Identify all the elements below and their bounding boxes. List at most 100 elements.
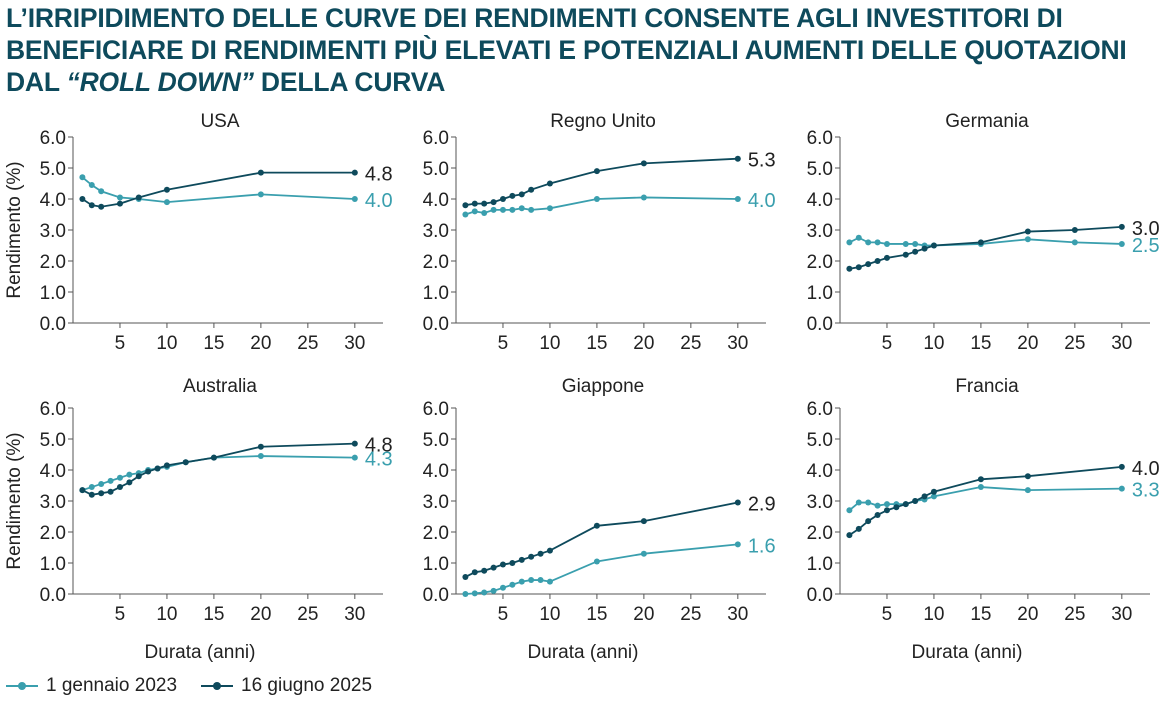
data-point [126, 479, 133, 486]
y-tick-label: 3.0 [807, 492, 833, 513]
end-value-label-2: 4.0 [1132, 458, 1160, 480]
data-point [145, 468, 152, 475]
y-tick-label: 4.0 [40, 190, 66, 211]
series-line-1 [465, 543, 738, 595]
y-tick-label: 1.0 [40, 554, 66, 575]
data-point [874, 258, 881, 264]
y-tick-label: 2.0 [807, 523, 833, 544]
data-point [883, 254, 890, 261]
data-point [116, 194, 123, 201]
page-title: L’IRRIPIDIMENTO DELLE CURVE DEI RENDIMEN… [6, 3, 1127, 97]
chart-title: Francia [955, 376, 1019, 397]
data-point [537, 550, 544, 557]
y-tick-label: 6.0 [807, 399, 833, 420]
y-tick-label: 5.0 [423, 159, 449, 180]
x-tick-label: 25 [680, 604, 701, 625]
chart-title: Germania [945, 111, 1029, 132]
end-value-label-2: 4.8 [365, 164, 393, 186]
end-value-label-1: 1.6 [748, 535, 776, 557]
end-value-label-1: 2.5 [1132, 235, 1160, 257]
x-tick-label: 20 [250, 333, 271, 354]
data-point [135, 194, 142, 201]
data-point [921, 245, 928, 252]
data-point [874, 239, 881, 246]
y-tick-label: 5.0 [40, 430, 66, 451]
x-tick-label: 5 [498, 604, 509, 625]
data-point [977, 239, 984, 246]
x-tick-label: 20 [633, 333, 654, 354]
series-line-2 [81, 171, 355, 208]
y-tick-label: 6.0 [423, 399, 449, 420]
data-point [855, 264, 862, 271]
data-point [518, 191, 525, 198]
data-point [518, 578, 525, 585]
data-point [865, 518, 872, 525]
y-tick-label: 3.0 [40, 492, 66, 513]
x-tick-label: 20 [250, 604, 271, 625]
y-tick-label: 0.0 [423, 314, 449, 335]
x-tick-label: 15 [586, 604, 607, 625]
chart-title: Giappone [562, 376, 644, 397]
series-line-2 [849, 226, 1122, 270]
data-point [79, 487, 86, 494]
x-tick-label: 5 [115, 604, 126, 625]
data-point [257, 443, 264, 450]
chart-4: Australia 0.0 1.0 2.0 3.0 4.0 5.0 6.0 5 10 15 20 25 3… [4, 376, 393, 663]
data-point [640, 518, 647, 525]
data-point [509, 581, 516, 588]
x-tick-label: 25 [297, 333, 318, 354]
data-point [883, 501, 890, 508]
data-point [116, 484, 123, 491]
data-point [471, 569, 478, 576]
data-point [977, 484, 984, 491]
x-tick-label: 5 [882, 604, 893, 625]
title-emphasis: “ROLL DOWN” [66, 67, 254, 97]
y-tick-label: 1.0 [807, 283, 833, 304]
data-point [481, 567, 488, 574]
data-point [546, 547, 553, 554]
data-point [135, 473, 142, 480]
data-point [509, 560, 516, 566]
data-point [210, 454, 217, 461]
legend-swatch-2023 [6, 682, 38, 690]
data-point [593, 558, 600, 565]
data-point [126, 471, 133, 478]
legend-label-2023: 1 gennaio 2023 [46, 675, 178, 696]
y-tick-label: 0.0 [40, 314, 66, 335]
data-point [528, 206, 535, 213]
x-tick-label: 15 [586, 333, 607, 354]
data-point [855, 499, 862, 506]
y-tick-label: 4.0 [807, 461, 833, 482]
data-point [79, 196, 86, 202]
data-point [883, 507, 890, 514]
data-point [490, 587, 497, 594]
end-value-label-2: 4.8 [365, 435, 393, 457]
x-axis-label: Durata (anni) [145, 642, 256, 663]
data-point [640, 160, 647, 167]
data-point [912, 240, 919, 247]
data-point [257, 191, 264, 198]
chart-title: Regno Unito [550, 111, 656, 132]
x-tick-label: 30 [727, 333, 748, 354]
data-point [154, 465, 161, 472]
data-point [509, 206, 516, 213]
chart-1: USA 0.0 1.0 2.0 3.0 4.0 5.0 6.0 5 10 15 20 25 30 Rendi… [4, 111, 393, 354]
data-point [546, 578, 553, 585]
data-point [98, 188, 105, 195]
data-point [930, 242, 937, 249]
data-point [88, 182, 95, 189]
x-tick-label: 15 [970, 604, 991, 625]
y-tick-label: 5.0 [423, 430, 449, 451]
y-tick-label: 1.0 [423, 554, 449, 575]
x-tick-label: 10 [539, 604, 560, 625]
data-point [593, 522, 600, 529]
data-point [1071, 239, 1078, 246]
data-point [1024, 473, 1031, 480]
data-point [163, 462, 170, 469]
x-tick-label: 30 [727, 604, 748, 625]
data-point [855, 525, 862, 532]
data-point [107, 477, 114, 484]
data-point [883, 240, 890, 247]
data-point [734, 196, 741, 202]
y-tick-label: 2.0 [40, 252, 66, 273]
